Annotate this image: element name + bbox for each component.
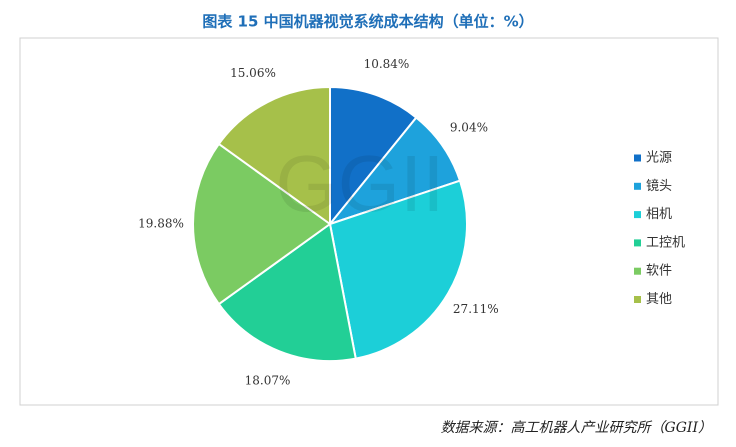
legend-label: 工控机 [646, 235, 685, 250]
data-label: 18.07% [245, 374, 291, 388]
data-label: 27.11% [453, 302, 499, 316]
pie-slice [217, 85, 331, 226]
source-note: 数据来源：高工机器人产业研究所（GGII） [441, 420, 712, 436]
legend-swatch [634, 154, 641, 162]
pie-slice [192, 142, 332, 306]
pie [192, 85, 468, 362]
data-label: 9.04% [450, 120, 488, 134]
chart-title: 图表 15 中国机器视觉系统成本结构（单位：%） [202, 13, 533, 31]
legend-swatch [634, 182, 641, 190]
legend-label: 镜头 [646, 179, 672, 194]
legend-label: 光源 [646, 151, 672, 166]
legend-label: 其他 [646, 292, 672, 307]
legend-label: 相机 [646, 207, 672, 222]
pie-slice [217, 222, 357, 362]
data-label: 15.06% [230, 66, 276, 80]
pie-slice [329, 85, 418, 227]
watermark: GGII [276, 139, 445, 228]
legend-label: 软件 [646, 264, 672, 279]
legend-swatch [634, 239, 641, 247]
pie-slice [328, 179, 468, 360]
data-label: 10.84% [364, 57, 410, 71]
legend-swatch [634, 267, 641, 275]
data-label: 19.88% [138, 217, 184, 231]
chart-frame [19, 37, 719, 406]
legend-swatch [634, 296, 641, 303]
legend-swatch [634, 211, 641, 219]
